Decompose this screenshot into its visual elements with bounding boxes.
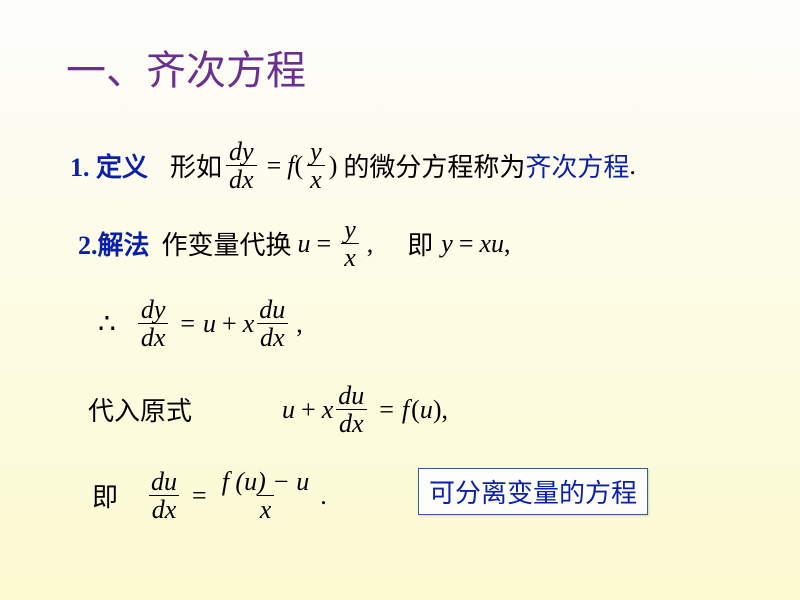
frac-num: y: [307, 138, 325, 165]
separable-box: 可分离变量的方程: [418, 468, 648, 515]
frac-num: du: [335, 382, 367, 409]
method-line: 2.解法 作变量代换 u = y x , 即 y = xu ,: [78, 216, 511, 272]
sym-u: u: [282, 395, 295, 425]
frac-den: x: [341, 243, 359, 271]
text-pre: 形如: [170, 147, 222, 184]
sym-y: y: [441, 229, 453, 259]
text-ie: 即: [92, 477, 118, 514]
frac-den: dx: [138, 323, 169, 351]
frac-num: f (u) − u: [219, 468, 313, 495]
therefore-icon: ∴: [98, 307, 116, 341]
plus-sign: +: [301, 395, 316, 425]
comma: ,: [296, 309, 303, 339]
rparen-comma: ),: [433, 395, 448, 425]
term-homogeneous: 齐次方程: [525, 147, 629, 184]
eq-sign: =: [192, 481, 207, 511]
equation-dy-dx: dy dx = f ( y x ): [222, 138, 337, 194]
comma: ,: [504, 229, 511, 259]
frac-num: du: [256, 296, 288, 323]
equation-y-xu: y = xu ,: [441, 229, 510, 259]
eq-sign: =: [459, 229, 474, 259]
sym-f: f: [402, 395, 409, 425]
eq-sign: =: [379, 395, 394, 425]
period: .: [629, 151, 636, 181]
frac-num: dy: [226, 138, 257, 165]
sym-u: u: [420, 395, 433, 425]
text-ie: 即: [407, 225, 433, 262]
sym-u: u: [203, 309, 216, 339]
plus-sign: +: [222, 309, 237, 339]
sym-u: u: [298, 229, 311, 259]
equation-separable: du dx = f (u) − u x .: [144, 468, 327, 524]
sym-x: x: [322, 395, 334, 425]
frac-den: dx: [226, 165, 257, 193]
definition-line: 1. 定义 形如 dy dx = f ( y x ) 的微分方程称为 齐次方程 …: [70, 138, 636, 194]
sym-x: x: [243, 309, 255, 339]
text-post: 的微分方程称为: [343, 147, 525, 184]
frac-num: du: [148, 468, 180, 495]
lparen: (: [294, 151, 303, 181]
rparen: ): [329, 151, 338, 181]
equation-substituted: u + x du dx = f ( u ),: [282, 382, 448, 438]
frac-den: dx: [149, 495, 180, 523]
derivative-line: ∴ dy dx = u + x du dx ,: [98, 296, 303, 352]
period: .: [320, 481, 327, 511]
text-substitution: 作变量代换: [162, 225, 292, 262]
equation-dy-dx-expand: dy dx = u + x du dx ,: [134, 296, 303, 352]
eq-sign: =: [317, 229, 332, 259]
sym-xu: xu: [479, 229, 504, 259]
text-substitute: 代入原式: [88, 391, 192, 428]
frac-num: dy: [138, 296, 169, 323]
slide-title: 一、齐次方程: [66, 38, 306, 96]
frac-num: y: [341, 216, 359, 243]
method-label: 2.解法: [78, 225, 150, 262]
comma: ,: [367, 229, 374, 259]
frac-den: x: [307, 165, 325, 193]
eq-sign: =: [180, 309, 195, 339]
substitute-line: 代入原式 u + x du dx = f ( u ),: [88, 382, 448, 438]
result-line: 即 du dx = f (u) − u x .: [92, 468, 327, 524]
sym-f: f: [287, 151, 294, 181]
frac-den: dx: [336, 409, 367, 437]
definition-label: 1. 定义: [70, 147, 148, 184]
frac-den: dx: [257, 323, 288, 351]
eq-sign: =: [267, 151, 282, 181]
frac-den: x: [257, 495, 275, 523]
equation-u: u = y x ,: [298, 216, 374, 272]
lparen: (: [411, 395, 420, 425]
